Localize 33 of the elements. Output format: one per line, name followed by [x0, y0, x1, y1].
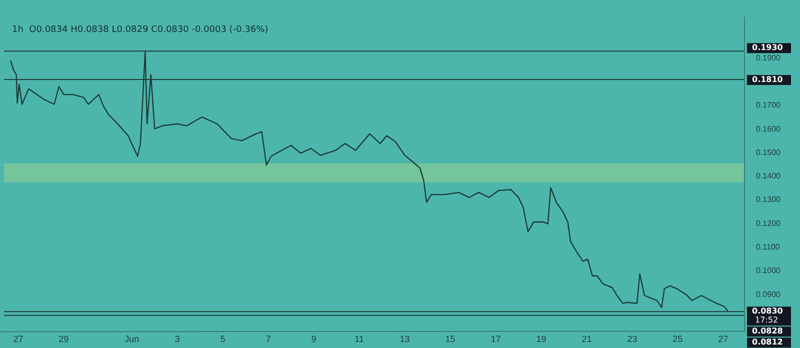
y-tick-label: 0.1900: [756, 53, 782, 62]
y-tick-label: 0.0900: [756, 290, 782, 299]
y-tick-label: 0.1200: [756, 218, 782, 228]
y-tick-label: 0.1500: [756, 148, 782, 157]
text: 1h O0.0834 H0.0838 L0.0829 C0.0830 -0.0003 (-0.36%): [12, 25, 268, 36]
x-tick-label: 29: [58, 334, 69, 344]
x-tick-label: 23: [627, 334, 638, 344]
x-tick-label: 19: [536, 334, 546, 344]
x-tick-label: 5: [220, 334, 226, 344]
y-tick-label: 0.1300: [756, 195, 782, 204]
ref-line-label: 0.0812: [752, 338, 783, 347]
x-tick-label: 27: [718, 334, 728, 344]
x-tick-label: 7: [266, 334, 271, 344]
text: 17:52: [755, 316, 778, 325]
x-tick-label: 11: [354, 334, 364, 344]
ref-line-label: 0.1930: [752, 43, 784, 52]
x-tick-label: 21: [582, 334, 592, 344]
y-tick-label: 0.1100: [756, 242, 780, 252]
y-tick-label: 0.1700: [756, 100, 782, 110]
x-tick-label: 15: [445, 334, 456, 344]
x-tick-label: 13: [400, 334, 410, 344]
y-tick-label: 0.1600: [756, 124, 782, 134]
x-tick-label: Jun: [124, 334, 140, 344]
x-tick-label: 9: [311, 334, 316, 344]
y-tick-label: 0.1000: [756, 266, 782, 276]
y-tick-label: 0.1400: [756, 172, 782, 181]
x-tick-label: 3: [174, 334, 180, 344]
x-tick-label: 27: [13, 334, 24, 344]
x-tick-label: 25: [672, 334, 683, 344]
ref-line-label: 0.0828: [752, 326, 784, 336]
text: 0.0830: [752, 306, 784, 316]
ref-line-label: 0.1810: [752, 75, 784, 84]
x-tick-label: 17: [490, 334, 501, 344]
